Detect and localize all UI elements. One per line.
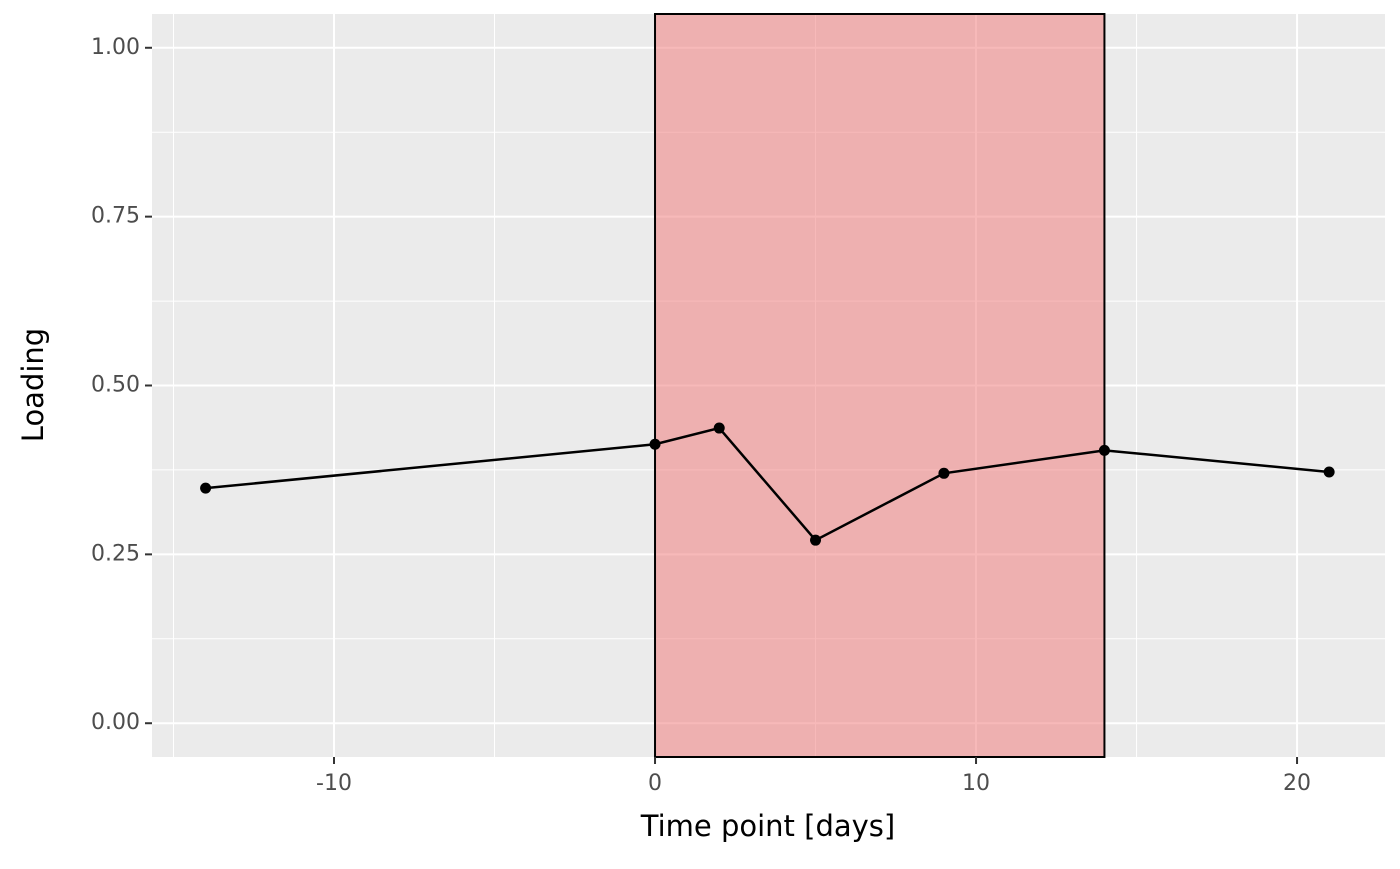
- x-axis-title: Time point [days]: [640, 809, 895, 843]
- x-tick-label: -10: [316, 771, 352, 796]
- x-tick-label: 20: [1283, 771, 1311, 796]
- point: [1323, 466, 1335, 478]
- y-tick-label: 1.00: [91, 35, 140, 60]
- marks: [200, 13, 1335, 758]
- y-tick-label: 0.00: [91, 710, 140, 735]
- point: [649, 438, 661, 450]
- point: [938, 467, 950, 479]
- y-axis-title: Loading: [16, 328, 50, 442]
- point: [713, 422, 725, 434]
- x-tick-label: 0: [648, 771, 662, 796]
- y-tick-label: 0.75: [91, 204, 140, 229]
- point: [200, 482, 212, 494]
- shaded-region: [654, 13, 1106, 758]
- point: [810, 534, 822, 546]
- point: [1098, 444, 1110, 456]
- y-tick-label: 0.50: [91, 373, 140, 398]
- x-tick-label: 10: [962, 771, 990, 796]
- y-tick-label: 0.25: [91, 541, 140, 566]
